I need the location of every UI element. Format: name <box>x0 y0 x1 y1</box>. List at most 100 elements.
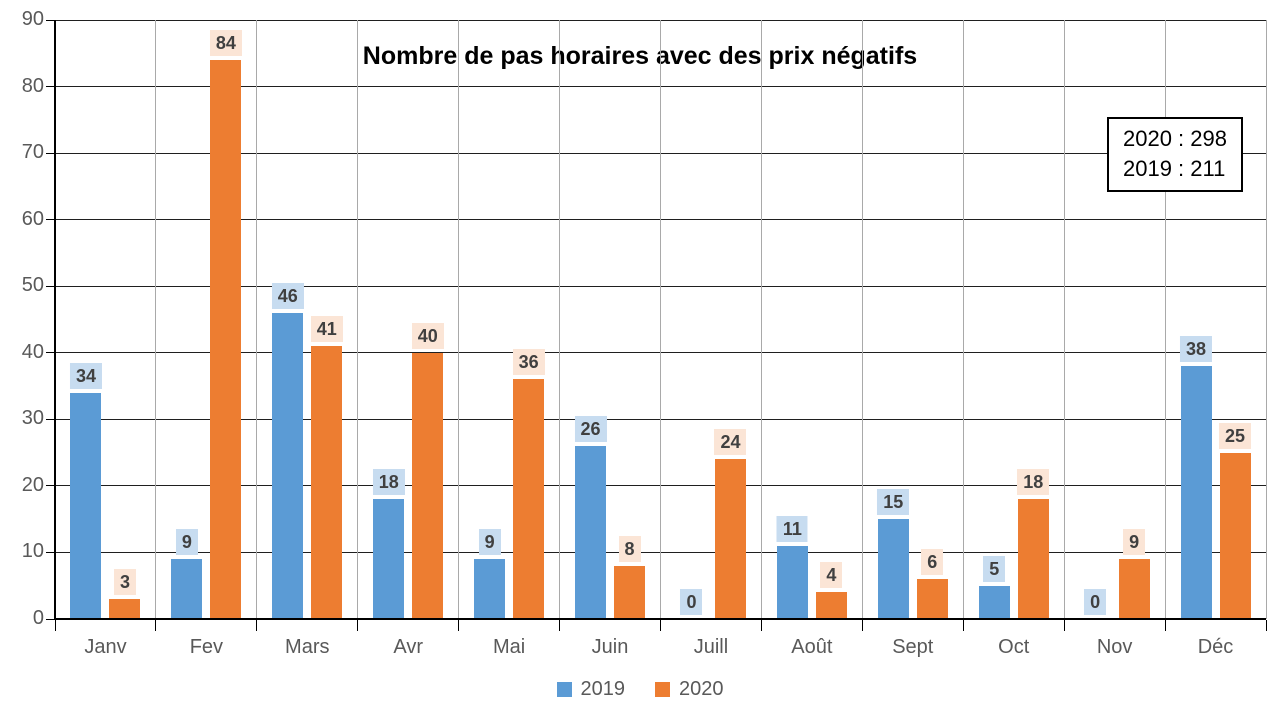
gridline-vertical <box>357 20 359 619</box>
x-axis-tick <box>861 620 863 631</box>
bar-value-label: 25 <box>1219 422 1252 449</box>
bar-value-label: 6 <box>921 549 944 576</box>
y-axis-label: 60 <box>21 207 44 230</box>
x-axis-label: Juin <box>591 636 629 658</box>
bar-value-label: 9 <box>478 529 501 556</box>
bar-value-label: 34 <box>69 362 102 389</box>
bar-value-label: 9 <box>1123 529 1146 556</box>
legend-swatch-2019 <box>556 682 572 697</box>
bar-2020 <box>916 579 948 619</box>
bar-value-label: 40 <box>411 322 444 349</box>
x-axis-label: Déc <box>1197 636 1234 658</box>
bar-2019 <box>171 559 203 619</box>
bar-value-label: 15 <box>877 489 910 516</box>
bar-value-label: 9 <box>175 529 198 556</box>
x-axis-tick <box>54 620 56 631</box>
bar-value-label: 18 <box>1017 469 1050 496</box>
y-axis-line <box>54 20 56 619</box>
bar-2020 <box>714 459 746 619</box>
x-axis-label: Fev <box>189 636 224 658</box>
gridline-vertical <box>660 20 661 619</box>
y-axis-label: 0 <box>32 607 44 629</box>
y-axis-label: 90 <box>21 8 44 30</box>
x-axis-label: Sept <box>892 636 934 658</box>
bar-value-label: 4 <box>820 562 843 589</box>
gridline-vertical <box>1265 20 1267 619</box>
totals-box: 2020 : 298 2019 : 211 <box>1107 117 1243 192</box>
bar-2019 <box>70 392 102 619</box>
bar-2019 <box>272 312 304 619</box>
gridline-vertical <box>1063 20 1065 619</box>
x-axis-label: Juill <box>693 636 729 658</box>
bar-value-label: 41 <box>310 316 343 343</box>
bar-2020 <box>614 565 646 619</box>
legend-swatch-2020 <box>655 682 670 697</box>
legend-item-2020: 2020 <box>655 678 724 701</box>
x-axis-tick <box>256 620 258 631</box>
bar-2020 <box>109 599 141 619</box>
y-axis-label: 30 <box>21 407 44 430</box>
bar-value-label: 26 <box>574 415 607 442</box>
bar-value-label: 5 <box>983 555 1006 582</box>
y-axis-label: 80 <box>21 74 44 97</box>
totals-line-2020: 2020 : 298 <box>1123 126 1227 151</box>
gridline-vertical <box>559 20 561 619</box>
x-axis-label: Avr <box>393 636 424 658</box>
y-axis-label: 40 <box>21 340 44 363</box>
bar-value-label: 0 <box>680 589 703 615</box>
y-axis-tick <box>46 19 55 21</box>
x-axis-tick <box>1164 620 1166 631</box>
bar-value-label: 36 <box>512 349 545 376</box>
bar-value-label: 46 <box>271 282 304 309</box>
bar-2019 <box>877 519 909 619</box>
bar-2020 <box>1219 452 1251 619</box>
bar-2019 <box>776 545 808 619</box>
bar-value-label: 38 <box>1180 336 1213 363</box>
bar-2020 <box>1017 499 1049 619</box>
bar-2019 <box>978 585 1010 619</box>
bar-2020 <box>311 346 343 619</box>
x-axis-tick <box>760 620 762 631</box>
gridline-vertical <box>458 20 460 619</box>
bar-value-label: 84 <box>209 29 242 56</box>
x-axis-label: Oct <box>998 636 1030 658</box>
bar-2019 <box>575 445 607 619</box>
gridline-vertical <box>962 20 964 619</box>
y-axis-tick <box>46 285 55 287</box>
plot-area: 34 3 9 84 46 41 18 40 9 36 26 8 0 24 11 4 15 6 5 18 0 9 38 25 <box>46 19 1267 631</box>
y-axis-tick <box>46 618 55 620</box>
x-axis-tick <box>1063 620 1065 631</box>
x-axis-label: Mai <box>492 636 526 658</box>
x-axis-tick <box>660 620 661 631</box>
y-axis-label: 50 <box>21 274 44 297</box>
y-axis-tick <box>46 418 55 420</box>
y-axis-tick <box>46 219 55 221</box>
gridline-vertical <box>256 20 258 619</box>
gridline-vertical <box>1164 20 1166 619</box>
y-axis-tick <box>46 86 55 88</box>
y-axis-tick <box>46 551 55 553</box>
legend-item-2019: 2019 <box>556 678 626 701</box>
y-axis-tick <box>46 485 55 487</box>
x-axis-tick <box>357 620 359 631</box>
bar-value-label: 0 <box>1084 589 1107 615</box>
x-axis-label: Nov <box>1096 636 1133 658</box>
bar-value-label: 3 <box>113 569 136 596</box>
gridline-vertical <box>861 20 863 619</box>
y-axis-label: 20 <box>21 473 44 496</box>
x-axis-tick <box>155 620 157 631</box>
bar-2020 <box>1118 559 1150 619</box>
bar-value-label: 18 <box>372 469 405 496</box>
legend: 2019 2020 <box>0 678 1280 701</box>
x-axis-tick <box>458 620 460 631</box>
chart-title: Nombre de pas horaires avec des prix nég… <box>362 42 918 70</box>
y-axis-label: 10 <box>21 540 44 563</box>
legend-label-2020: 2020 <box>679 678 724 700</box>
legend-label-2019: 2019 <box>580 678 626 700</box>
bar-value-label: 8 <box>618 535 641 562</box>
y-axis-label: 70 <box>21 141 44 164</box>
bar-2020 <box>815 592 847 619</box>
x-axis-tick <box>962 620 964 631</box>
bar-2020 <box>513 379 545 619</box>
x-axis-tick <box>559 620 561 631</box>
